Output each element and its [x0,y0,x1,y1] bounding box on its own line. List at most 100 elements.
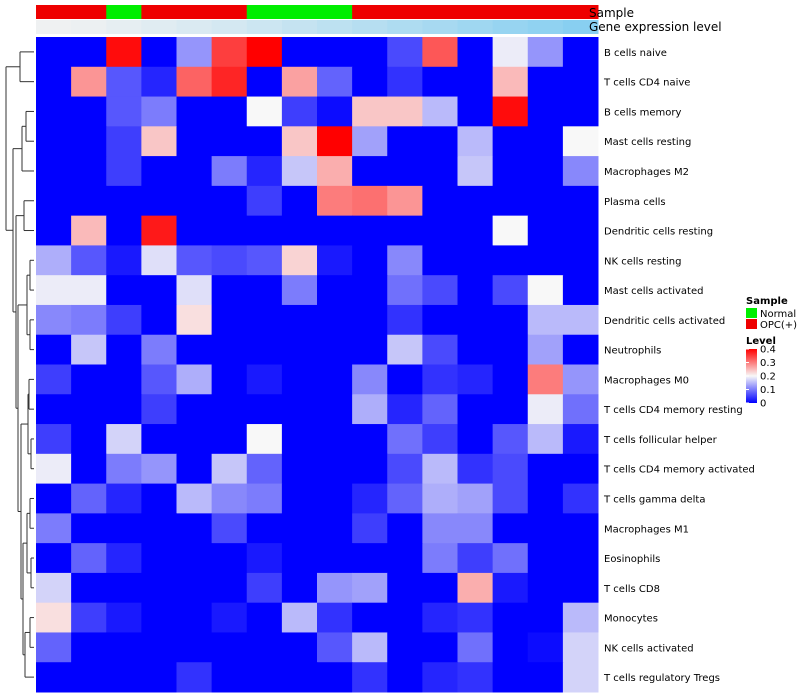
heatmap-cell [352,245,388,276]
expression-annotation-cell [36,20,72,34]
heatmap-cell [36,126,72,157]
heatmap-cell [457,245,494,276]
heatmap-cell [527,453,564,485]
heatmap-cell [176,37,213,68]
heatmap-cell [176,632,213,663]
heatmap-cell [492,96,529,127]
heatmap-cell [352,662,388,693]
heatmap-cell [492,572,529,604]
row-label: T cells CD4 memory activated [603,465,755,476]
heatmap-cell [562,632,599,663]
legend-sample-title: Sample [746,296,788,307]
heatmap-cell [562,37,599,68]
sample-annotation-cell [176,5,213,19]
heatmap-cell [141,156,177,187]
heatmap-cell [71,185,107,217]
heatmap-cell [457,453,494,485]
heatmap-cell [492,304,529,336]
row-label: B cells naive [604,48,667,59]
heatmap-cell [141,602,177,633]
heatmap-cell [36,275,72,306]
heatmap-cell [141,245,177,276]
heatmap-cell [71,334,107,365]
heatmap-cell [562,126,599,157]
heatmap-cell [246,483,283,514]
expression-annotation-cell [211,20,248,34]
heatmap-cell [176,394,213,425]
heatmap-cell [457,126,494,157]
heatmap-cell [71,483,107,514]
heatmap-cell [527,394,564,425]
legend: Sample Normal OPC(+) Level 0.4 0.3 0.2 0.1 0 [746,296,797,410]
heatmap-cell [71,215,107,246]
heatmap-cell [352,513,388,544]
heatmap-cell [281,424,318,455]
legend-level-title: Level [746,336,776,347]
heatmap-cell [71,364,107,395]
heatmap-cell [352,334,388,365]
heatmap-cell [387,37,423,68]
heatmap-cell [422,304,458,336]
heatmap-cell [387,185,423,217]
heatmap-cell [246,543,283,574]
heatmap-cell [36,424,72,455]
heatmap-cell [317,572,353,604]
expression-annotation-label: Gene expression level [589,20,722,34]
heatmap-cell [422,275,458,306]
legend-level-tick-label: 0.4 [760,345,776,356]
expression-annotation-cell [422,20,458,34]
row-label: T cells CD4 memory resting [603,405,743,416]
heatmap-cell [352,453,388,485]
heatmap-cell [246,453,283,485]
heatmap-cell [527,632,564,663]
heatmap-cell [106,96,142,127]
legend-normal-swatch [746,308,757,318]
heatmap-cell [211,572,248,604]
heatmap-cell [246,185,283,217]
expression-annotation-cell [141,20,177,34]
heatmap-cell [527,424,564,455]
sample-annotation-bar [36,5,599,19]
heatmap-cell [387,275,423,306]
heatmap-cell [246,156,283,187]
heatmap-cell [211,126,248,157]
heatmap-cell [527,364,564,395]
heatmap-cell [457,662,494,693]
heatmap-cell [527,96,564,127]
heatmap-cell [71,66,107,98]
row-label: Neutrophils [604,346,661,357]
heatmap-cell [246,572,283,604]
heatmap-cell [176,215,213,246]
heatmap-cell [562,96,599,127]
row-label: Mast cells activated [604,286,703,297]
heatmap-cell [387,543,423,574]
heatmap-cell [176,364,213,395]
row-label: T cells CD8 [603,584,660,595]
heatmap-cell [141,662,177,693]
heatmap-cell [281,394,318,425]
heatmap-cell [71,572,107,604]
row-label: Macrophages M2 [604,167,689,178]
heatmap-cell [36,245,72,276]
heatmap-cell [457,37,494,68]
heatmap-cell [422,37,458,68]
heatmap-cell [211,662,248,693]
heatmap-cell [176,66,213,98]
heatmap-cell [246,215,283,246]
heatmap-cell [492,156,529,187]
heatmap-cell [246,513,283,544]
heatmap-cell [211,96,248,127]
heatmap-cell [71,37,107,68]
heatmap-cell [387,602,423,633]
heatmap-cell [176,543,213,574]
heatmap-cell [422,424,458,455]
heatmap-cells [36,37,599,693]
heatmap-cell [211,453,248,485]
expression-annotation-cell [246,20,283,34]
heatmap-cell [562,334,599,365]
heatmap-cell [71,156,107,187]
heatmap-cell [527,483,564,514]
heatmap-cell [211,334,248,365]
heatmap-cell [562,424,599,455]
sample-annotation-cell [352,5,388,19]
